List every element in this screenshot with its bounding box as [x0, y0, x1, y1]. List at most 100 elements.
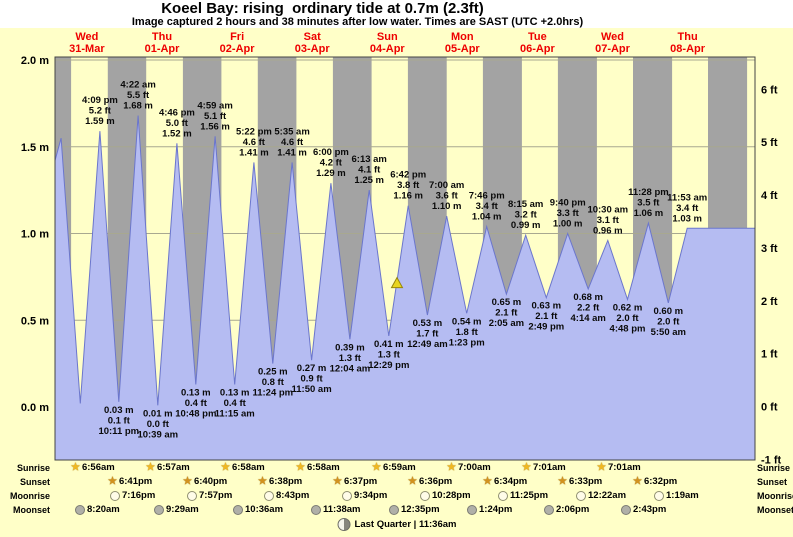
- day-label: Tue 06-Apr: [520, 31, 556, 55]
- moonset-entry: 2:06pm: [544, 504, 589, 516]
- y-axis-left-tick: 1.5 m: [21, 142, 49, 154]
- sunset-entry: ★ 6:38pm: [258, 476, 302, 488]
- y-axis-right-tick: 6 ft: [761, 84, 778, 96]
- high-tide-label: 5:22 pm 4.6 ft 1.41 m: [236, 126, 272, 158]
- sunrise-star-icon: ★: [71, 462, 80, 473]
- moonset-icon: [621, 505, 631, 515]
- moonrise-entry: 9:34pm: [342, 490, 387, 502]
- sunset-star-icon: ★: [333, 476, 342, 487]
- sunset-time: 6:34pm: [493, 476, 528, 487]
- sunset-entry: ★ 6:40pm: [183, 476, 227, 488]
- moonset-time: 12:35pm: [401, 504, 440, 515]
- sunrise-entry: ★ 6:58am: [221, 462, 265, 474]
- low-tide-label: 0.13 m 0.4 ft 10:48 pm: [175, 387, 216, 419]
- sunrise-time: 6:56am: [81, 462, 115, 473]
- y-axis-left-tick: 0.5 m: [21, 315, 49, 327]
- sunset-star-icon: ★: [108, 476, 117, 487]
- high-tide-label: 5:35 am 4.6 ft 1.41 m: [274, 126, 309, 158]
- high-tide-label: 9:40 pm 3.3 ft 1.00 m: [550, 198, 586, 230]
- high-tide-label: 6:13 am 4.1 ft 1.25 m: [352, 154, 387, 186]
- moonset-row-label-right: Moonset: [757, 505, 793, 515]
- day-label: Fri 02-Apr: [220, 31, 256, 55]
- moonrise-icon: [576, 491, 586, 501]
- y-axis-left-tick: 0.0 m: [21, 402, 49, 414]
- moonrise-time: 11:25pm: [510, 490, 549, 501]
- sunset-entry: ★ 6:33pm: [558, 476, 602, 488]
- low-tide-label: 0.27 m 0.9 ft 11:50 am: [292, 363, 332, 395]
- tide-curve: [54, 115, 755, 406]
- moonset-entry: 11:38am: [311, 504, 361, 516]
- moonrise-entry: 7:57pm: [187, 490, 232, 502]
- day-label: Sat 03-Apr: [295, 31, 331, 55]
- sunrise-time: 6:58am: [306, 462, 340, 473]
- current-tide-marker: [390, 276, 404, 289]
- sunset-time: 6:32pm: [643, 476, 678, 487]
- y-axis-left-tick: 2.0 m: [21, 55, 49, 67]
- sunset-entry: ★ 6:36pm: [408, 476, 452, 488]
- moonset-time: 10:36am: [245, 504, 284, 515]
- moonrise-time: 10:28pm: [432, 490, 471, 501]
- moonrise-icon: [420, 491, 430, 501]
- sunrise-entry: ★ 7:01am: [522, 462, 566, 474]
- sunset-time: 6:38pm: [268, 476, 303, 487]
- moonset-row-label-left: Moonset: [13, 505, 50, 515]
- moonrise-icon: [187, 491, 197, 501]
- page-title: Koeel Bay: rising ordinary tide at 0.7m …: [161, 0, 484, 17]
- high-tide-label: 4:46 pm 5.0 ft 1.52 m: [159, 107, 195, 139]
- low-tide-label: 0.03 m 0.1 ft 10:11 pm: [98, 405, 139, 437]
- moonrise-icon: [342, 491, 352, 501]
- sunrise-star-icon: ★: [221, 462, 230, 473]
- moonset-time: 2:06pm: [556, 504, 590, 515]
- sunrise-entry: ★ 7:01am: [597, 462, 641, 474]
- sunrise-star-icon: ★: [372, 462, 381, 473]
- day-label: Thu 08-Apr: [670, 31, 706, 55]
- sunset-time: 6:40pm: [193, 476, 228, 487]
- moonrise-icon: [264, 491, 274, 501]
- moonset-entry: 9:29am: [154, 504, 199, 516]
- sunrise-star-icon: ★: [146, 462, 155, 473]
- moonset-time: 9:29am: [166, 504, 199, 515]
- moonset-time: 8:20am: [87, 504, 120, 515]
- sunset-time: 6:33pm: [568, 476, 603, 487]
- moonset-time: 2:43pm: [633, 504, 667, 515]
- moonset-entry: 12:35pm: [389, 504, 440, 516]
- moonset-icon: [75, 505, 85, 515]
- high-tide-label: 4:22 am 5.5 ft 1.68 m: [120, 80, 155, 112]
- moonset-time: 11:38am: [323, 504, 361, 515]
- sunrise-row-label-right: Sunrise: [757, 463, 791, 473]
- moonrise-row-label-right: Moonrise: [757, 491, 793, 501]
- sunset-star-icon: ★: [483, 476, 492, 487]
- y-axis-right-tick: 2 ft: [761, 296, 778, 308]
- sunset-entry: ★ 6:37pm: [333, 476, 377, 488]
- sunset-time: 6:37pm: [343, 476, 378, 487]
- high-tide-label: 7:00 am 3.6 ft 1.10 m: [429, 180, 464, 212]
- sunset-time: 6:36pm: [418, 476, 453, 487]
- moonset-icon: [154, 505, 164, 515]
- moonrise-row-label-left: Moonrise: [9, 491, 50, 501]
- moonrise-time: 12:22am: [588, 490, 627, 501]
- low-tide-label: 0.54 m 1.8 ft 1:23 pm: [449, 316, 485, 348]
- moonset-icon: [389, 505, 399, 515]
- sunrise-entry: ★ 6:58am: [296, 462, 340, 474]
- sunrise-star-icon: ★: [447, 462, 456, 473]
- y-axis-right-tick: 1 ft: [761, 349, 778, 361]
- moonrise-icon: [654, 491, 664, 501]
- high-tide-label: 7:46 pm 3.4 ft 1.04 m: [469, 191, 505, 223]
- high-tide-label: 8:15 am 3.2 ft 0.99 m: [508, 199, 543, 231]
- moonrise-icon: [498, 491, 508, 501]
- page-subtitle: Image captured 2 hours and 38 minutes af…: [131, 16, 584, 28]
- sunset-star-icon: ★: [258, 476, 267, 487]
- moonrise-entry: 11:25pm: [498, 490, 548, 502]
- sunset-row-label-left: Sunset: [19, 477, 50, 487]
- moonset-entry: 10:36am: [233, 504, 283, 516]
- high-tide-label: 6:00 pm 4.2 ft 1.29 m: [313, 147, 349, 179]
- sunset-entry: ★ 6:32pm: [633, 476, 677, 488]
- moonrise-icon: [110, 491, 120, 501]
- sunset-entry: ★ 6:41pm: [108, 476, 152, 488]
- low-tide-label: 0.41 m 1.3 ft 12:29 pm: [368, 339, 409, 371]
- sunrise-star-icon: ★: [522, 462, 531, 473]
- low-tide-label: 0.65 m 2.1 ft 2:05 am: [489, 297, 524, 329]
- sunrise-entry: ★ 7:00am: [447, 462, 491, 474]
